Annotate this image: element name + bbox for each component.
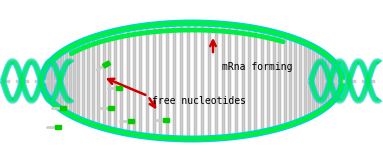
Bar: [273, 34, 275, 128]
Bar: [115, 33, 117, 129]
Bar: [45, 68, 48, 94]
Bar: [153, 26, 156, 136]
Polygon shape: [163, 118, 169, 122]
Bar: [133, 29, 136, 133]
Polygon shape: [116, 86, 123, 90]
Bar: [260, 31, 264, 131]
Bar: [58, 56, 61, 106]
Bar: [180, 25, 183, 137]
Bar: [308, 46, 311, 116]
Bar: [320, 53, 323, 109]
Bar: [146, 27, 149, 135]
Bar: [69, 49, 72, 113]
Bar: [208, 25, 211, 137]
Text: mRna forming: mRna forming: [222, 62, 293, 72]
Bar: [127, 30, 129, 132]
Bar: [294, 41, 297, 121]
Bar: [299, 42, 302, 120]
Bar: [77, 45, 80, 117]
Bar: [73, 46, 76, 116]
Bar: [235, 27, 238, 135]
Bar: [65, 51, 68, 111]
Polygon shape: [60, 106, 66, 110]
Bar: [166, 25, 169, 137]
Polygon shape: [103, 61, 111, 68]
Bar: [329, 60, 332, 102]
Bar: [92, 39, 95, 123]
Bar: [316, 51, 319, 111]
Bar: [326, 58, 329, 104]
Bar: [304, 45, 307, 117]
Bar: [47, 65, 50, 97]
Bar: [49, 63, 52, 99]
Bar: [108, 34, 111, 128]
Text: free nucleotides: free nucleotides: [152, 96, 246, 106]
Bar: [215, 25, 218, 137]
Bar: [332, 63, 335, 99]
Bar: [284, 37, 287, 125]
Bar: [242, 28, 244, 134]
Bar: [278, 35, 281, 127]
Bar: [97, 37, 100, 125]
Bar: [173, 25, 176, 137]
Bar: [334, 65, 337, 97]
Bar: [221, 26, 224, 136]
Bar: [336, 68, 339, 94]
Bar: [159, 26, 162, 136]
Bar: [201, 25, 204, 137]
Bar: [254, 30, 257, 132]
Bar: [313, 49, 316, 113]
Bar: [228, 26, 231, 136]
Bar: [139, 28, 142, 134]
Bar: [82, 42, 85, 120]
Polygon shape: [128, 119, 134, 123]
Bar: [323, 56, 326, 106]
Bar: [52, 60, 55, 102]
Bar: [103, 35, 106, 127]
Bar: [54, 58, 57, 104]
Bar: [87, 41, 90, 121]
Bar: [248, 29, 251, 133]
Bar: [187, 24, 190, 138]
Bar: [194, 24, 197, 138]
Bar: [61, 53, 64, 109]
Bar: [289, 39, 292, 123]
Polygon shape: [55, 125, 61, 129]
Bar: [267, 33, 270, 129]
Polygon shape: [108, 106, 115, 110]
Bar: [120, 31, 123, 131]
